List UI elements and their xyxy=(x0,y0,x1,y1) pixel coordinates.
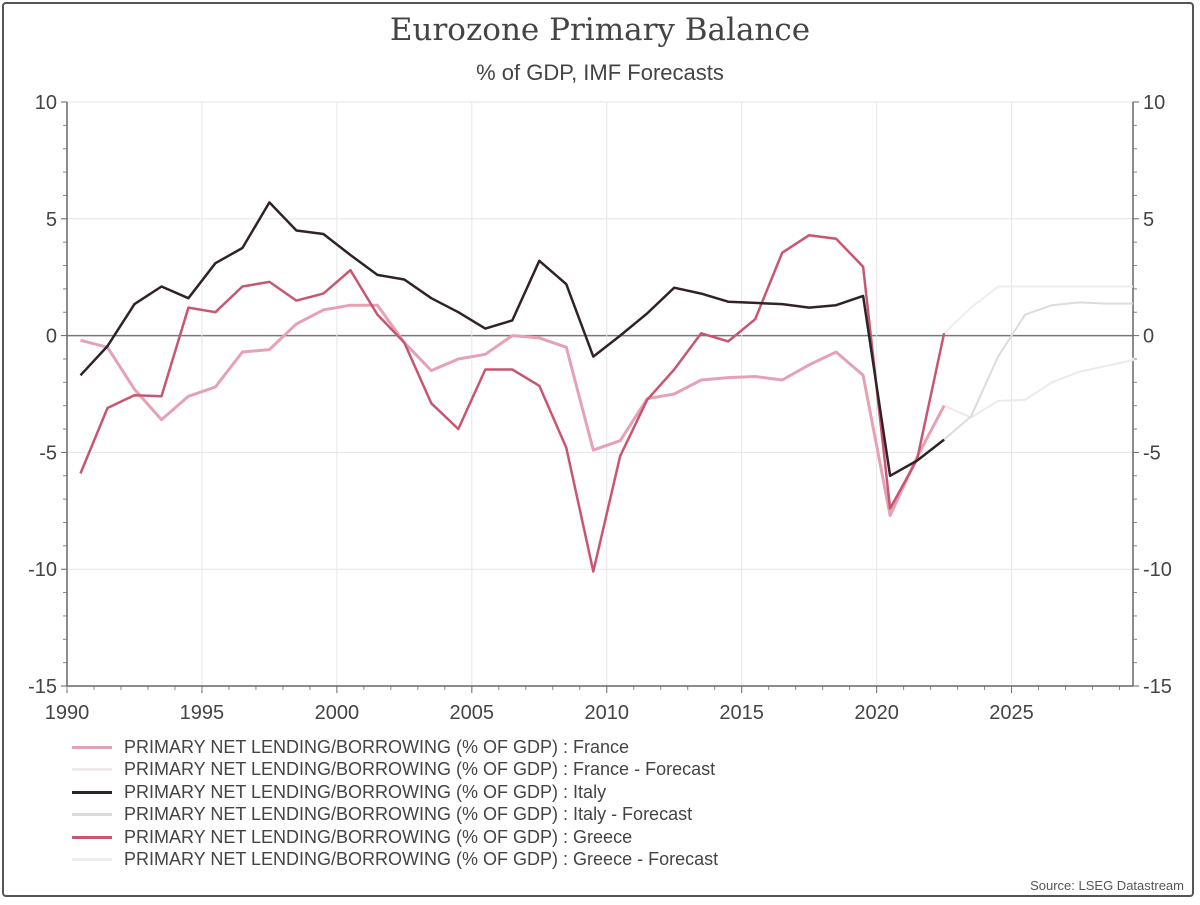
x-tick-label: 2015 xyxy=(719,702,764,724)
x-tick-label: 1995 xyxy=(180,702,225,724)
chart-legend: PRIMARY NET LENDING/BORROWING (% OF GDP)… xyxy=(72,736,718,871)
legend-label: PRIMARY NET LENDING/BORROWING (% OF GDP)… xyxy=(124,781,607,802)
chart-subtitle: % of GDP, IMF Forecasts xyxy=(476,60,724,85)
legend-item: PRIMARY NET LENDING/BORROWING (% OF GDP)… xyxy=(72,759,718,782)
x-tick-label: 2000 xyxy=(315,702,360,724)
y-tick-label-right: -5 xyxy=(1143,442,1161,464)
legend-label: PRIMARY NET LENDING/BORROWING (% OF GDP)… xyxy=(124,759,716,780)
legend-swatch xyxy=(72,858,112,862)
y-tick-label-left: 5 xyxy=(46,209,57,231)
legend-label: PRIMARY NET LENDING/BORROWING (% OF GDP)… xyxy=(124,736,630,757)
legend-swatch xyxy=(72,813,112,817)
x-tick-label: 2025 xyxy=(989,702,1034,724)
legend-item: PRIMARY NET LENDING/BORROWING (% OF GDP)… xyxy=(72,781,718,804)
source-note: Source: LSEG Datastream xyxy=(1030,878,1184,893)
x-tick-label: 2020 xyxy=(854,702,899,724)
y-tick-label-left: -10 xyxy=(28,559,57,581)
legend-item: PRIMARY NET LENDING/BORROWING (% OF GDP)… xyxy=(72,736,718,759)
y-tick-label-left: 0 xyxy=(46,326,57,348)
y-tick-label-right: 10 xyxy=(1143,92,1165,114)
y-tick-label-right: 5 xyxy=(1143,209,1154,231)
y-tick-label-right: -10 xyxy=(1143,559,1172,581)
y-tick-label-right: 0 xyxy=(1143,326,1154,348)
y-tick-label-left: -5 xyxy=(39,442,57,464)
legend-item: PRIMARY NET LENDING/BORROWING (% OF GDP)… xyxy=(72,804,718,827)
series-line-france-forecast xyxy=(943,357,1134,419)
x-tick-label: 2005 xyxy=(450,702,495,724)
legend-label: PRIMARY NET LENDING/BORROWING (% OF GDP)… xyxy=(124,826,633,847)
x-tick-label: 1990 xyxy=(45,702,90,724)
y-tick-label-left: -15 xyxy=(28,676,57,698)
x-tick-label: 2010 xyxy=(584,702,629,724)
y-tick-label-right: -15 xyxy=(1143,676,1172,698)
chart-title: Eurozone Primary Balance xyxy=(389,12,811,48)
y-tick-label-left: 10 xyxy=(35,92,57,114)
legend-item: PRIMARY NET LENDING/BORROWING (% OF GDP)… xyxy=(72,826,718,849)
series-line-italy xyxy=(79,201,945,478)
legend-swatch xyxy=(72,768,112,772)
series-line-italy-forecast xyxy=(943,301,1133,441)
legend-swatch xyxy=(72,745,112,749)
legend-label: PRIMARY NET LENDING/BORROWING (% OF GDP)… xyxy=(124,849,719,870)
legend-swatch xyxy=(72,835,112,839)
legend-item: PRIMARY NET LENDING/BORROWING (% OF GDP)… xyxy=(72,849,718,872)
series-line-greece-forecast xyxy=(943,285,1133,335)
series-line-france xyxy=(80,303,946,517)
legend-swatch xyxy=(72,790,112,794)
series-line-greece xyxy=(79,233,946,573)
legend-label: PRIMARY NET LENDING/BORROWING (% OF GDP)… xyxy=(124,804,693,825)
